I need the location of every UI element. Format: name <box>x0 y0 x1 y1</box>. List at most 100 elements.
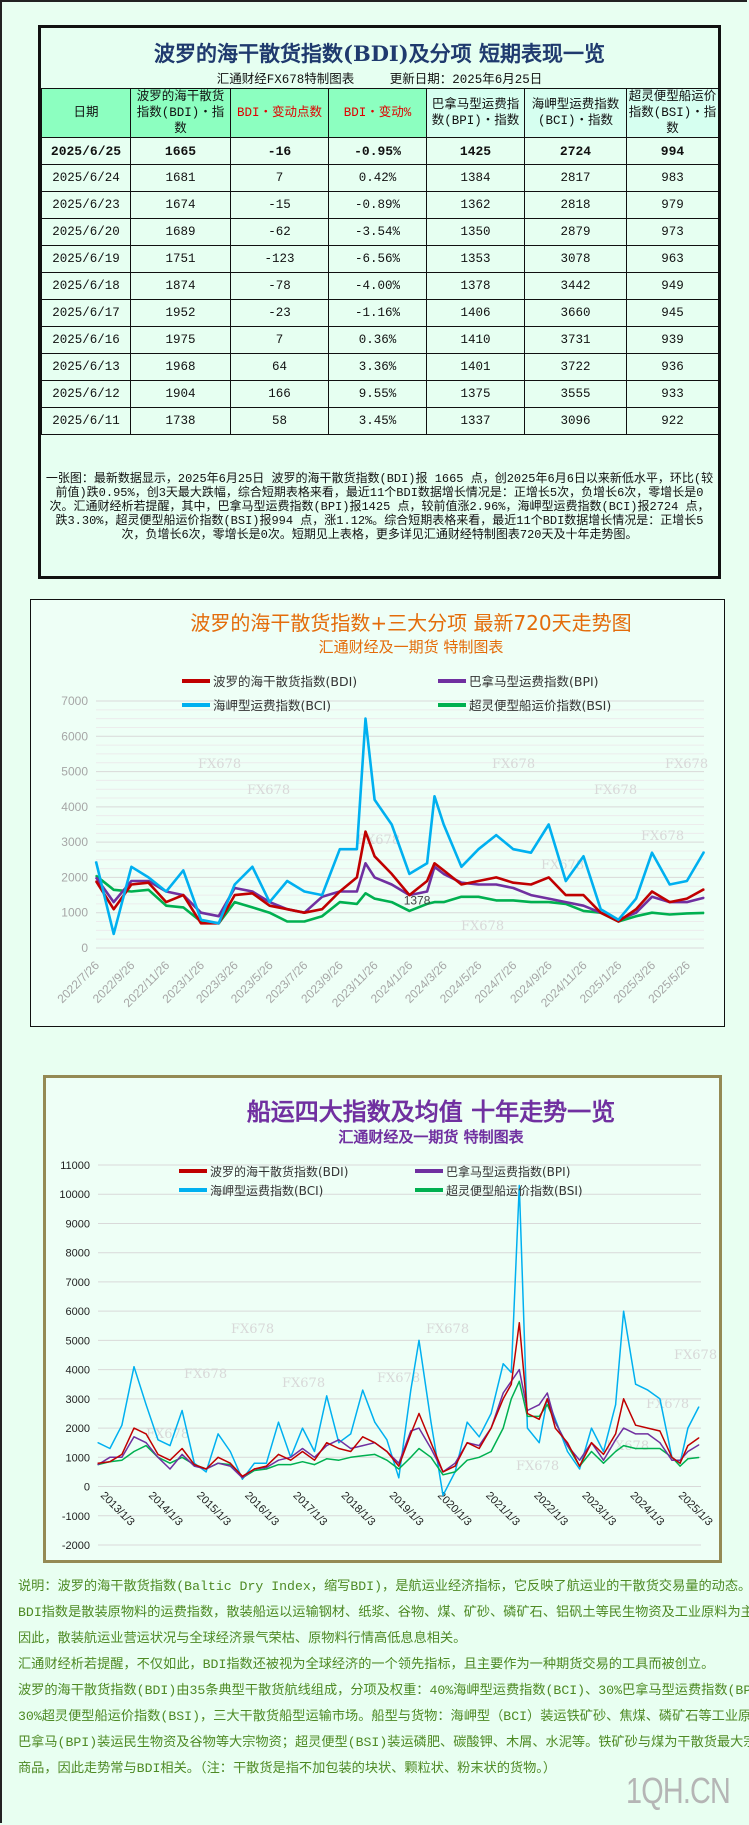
data-point-bdi <box>426 880 428 882</box>
y-tick-label: 0 <box>81 941 88 955</box>
data-point-bsi <box>251 906 254 909</box>
data-point-bpi <box>478 1445 480 1447</box>
data-point-bsi <box>635 915 637 917</box>
chart-720-day-trend: 0 1000 2000 3000 4000 5000 6000 7000 2022/7/26 20… <box>30 599 725 1027</box>
data-point-bdi <box>130 883 132 886</box>
data-point-bdi <box>703 888 705 890</box>
data-point-bdi <box>268 905 271 907</box>
data-point-bci <box>669 883 671 886</box>
y-tick-label: 5000 <box>61 765 88 779</box>
data-point-bdi <box>548 876 550 879</box>
data-point-bdi <box>326 1442 328 1444</box>
data-point-bdi <box>157 1453 159 1455</box>
data-point-bci <box>518 1184 520 1187</box>
table-row: 2025/6/20 1689 -62 -3.54% 1350 2879 973 <box>41 218 719 246</box>
cell-bdi-change-pct: -0.89% <box>328 191 427 219</box>
data-point-bsi <box>679 1465 681 1467</box>
data-point-bdi <box>200 922 202 924</box>
y-tick-label: 1000 <box>66 1452 90 1464</box>
chart-subtitle: 汇通财经及一期货 特制图表 <box>319 638 504 656</box>
data-point-bsi <box>530 901 532 903</box>
data-point-bci <box>460 866 462 868</box>
data-point-bci <box>165 890 167 893</box>
data-point-bdi <box>615 1433 617 1435</box>
data-point-bpi <box>426 890 428 893</box>
table-row: 2025/6/12 1904 166 9.55% 1375 3555 933 <box>41 380 719 408</box>
cell-bdi-change-points: 166 <box>230 380 329 408</box>
data-point-bdi <box>147 882 150 884</box>
data-point-bci <box>495 834 497 836</box>
data-point-bsi <box>659 1447 661 1450</box>
data-point-bsi <box>339 901 341 903</box>
y-tick-label: 0 <box>84 1482 90 1494</box>
data-point-bsi <box>615 1450 617 1453</box>
data-point-bdi <box>687 1445 689 1447</box>
data-point-bci <box>157 1439 159 1441</box>
data-point-bpi <box>145 1442 147 1444</box>
data-point-bpi <box>218 915 220 917</box>
data-point-bsi <box>443 901 445 903</box>
data-point-bsi <box>95 875 97 877</box>
data-point-bsi <box>526 1415 528 1417</box>
cell-bci: 2817 <box>524 164 627 192</box>
data-point-bsi <box>430 1456 432 1458</box>
data-point-bdi <box>339 890 341 893</box>
data-point-bci <box>121 1424 123 1426</box>
cell-bdi: 1952 <box>130 299 231 327</box>
cell-bdi: 1665 <box>130 137 231 165</box>
cell-date: 2025/6/25 <box>41 137 131 165</box>
x-tick-label: 2015/1/3 <box>194 1490 233 1529</box>
description-line: 波罗的海干散货指数(BDI)由35条典型干散货航线组成，分项及权重：40%海岬型… <box>18 1683 749 1698</box>
data-point-bci <box>602 1450 605 1453</box>
y-tick-label: 2000 <box>66 1423 90 1435</box>
data-point-bdi <box>386 1450 388 1453</box>
x-tick-label: 2017/1/3 <box>291 1490 330 1529</box>
data-point-bsi <box>234 901 236 903</box>
data-point-bsi <box>145 1445 147 1447</box>
data-point-bdi <box>518 1322 520 1324</box>
data-point-bci <box>538 1442 540 1444</box>
cell-bdi-change-points: -62 <box>230 218 329 246</box>
data-point-bdi <box>373 855 376 857</box>
cell-bdi-change-points: 7 <box>230 326 329 354</box>
header-bpi: 巴拿马型运费指数(BPI)・指数 <box>426 88 525 138</box>
cell-bdi: 1874 <box>130 272 231 300</box>
data-point-bsi <box>181 1456 183 1458</box>
data-point-bdi <box>635 1424 637 1426</box>
data-point-bdi <box>433 862 436 864</box>
data-point-bci <box>510 1371 512 1374</box>
data-point-bdi <box>362 1436 364 1438</box>
header-bci: 海岬型运费指数(BCI)・指数 <box>524 88 627 138</box>
data-point-bci <box>530 852 532 854</box>
legend-item-bpi: 巴拿马型运费指数(BPI) <box>438 674 599 689</box>
data-point-bsi <box>495 899 497 901</box>
data-point-bci <box>659 1398 661 1400</box>
cell-bdi-change-pct: -3.54% <box>328 218 427 246</box>
data-point-bdi <box>602 1453 605 1455</box>
data-point-bpi <box>290 1456 292 1458</box>
data-point-bdi <box>97 1462 99 1464</box>
data-point-bpi <box>430 1447 432 1450</box>
table-row: 2025/6/13 1968 64 3.36% 1401 3722 936 <box>41 353 719 381</box>
data-point-bsi <box>408 910 411 912</box>
legend-item-bci: 海岬型运费指数(BCI) <box>179 1183 323 1198</box>
data-point-bpi <box>623 1427 625 1429</box>
data-point-bsi <box>687 1458 689 1460</box>
bdi-table: 日期 波罗的海干散货指数(BDI)・指数 BDI・变动点数 BDI・变动% 巴拿马型运费… <box>41 88 719 435</box>
data-point-bdi <box>466 1442 468 1444</box>
cell-date: 2025/6/13 <box>41 353 131 381</box>
cell-date: 2025/6/19 <box>41 245 131 273</box>
series-line-bci <box>94 717 706 936</box>
data-point-bpi <box>651 896 653 898</box>
data-point-bdi <box>635 908 637 910</box>
data-point-bpi <box>687 1450 689 1453</box>
data-point-bsi <box>165 905 167 907</box>
data-point-bci <box>398 1477 400 1479</box>
y-tick-label: 3000 <box>61 835 88 849</box>
data-point-bdi <box>410 1433 412 1435</box>
data-point-bsi <box>582 910 585 912</box>
y-tick-label: -1000 <box>62 1511 90 1523</box>
data-point-bdi <box>686 898 688 900</box>
data-point-bci <box>466 1421 468 1423</box>
data-point-bsi <box>410 1456 412 1458</box>
